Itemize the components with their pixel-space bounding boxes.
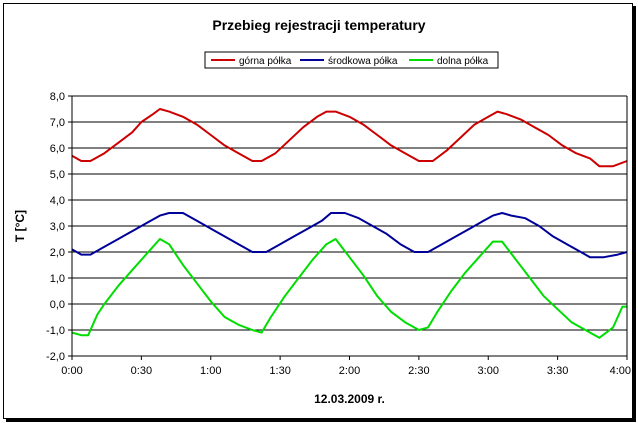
chart-title: Przebieg rejestracji temperatury — [212, 17, 425, 33]
y-axis-title: T [°C] — [13, 210, 27, 242]
y-tick-label: 1,0 — [50, 273, 65, 285]
y-tick-label: 2,0 — [50, 247, 65, 259]
x-tick-label: 0:30 — [131, 365, 152, 377]
y-tick-label: 3,0 — [50, 221, 65, 233]
y-tick-label: 8,0 — [50, 91, 65, 103]
series-line-1 — [71, 212, 628, 259]
y-tick-label: -2,0 — [46, 351, 65, 363]
y-tick-label: -1,0 — [46, 325, 65, 337]
legend-box — [204, 51, 499, 69]
legend: górna półka środkowa półka dolna półka — [204, 51, 499, 69]
temperature-chart: Przebieg rejestracji temperatury górna p… — [13, 17, 631, 406]
y-tick-label: 7,0 — [50, 117, 65, 129]
chart-frame: Przebieg rejestracji temperatury górna p… — [3, 3, 633, 419]
x-tick-label: 0:00 — [61, 365, 82, 377]
x-tick-label: 1:30 — [269, 365, 290, 377]
series-line-2 — [71, 238, 627, 339]
series-line-0 — [71, 108, 628, 168]
legend-label-2: dolna półka — [437, 56, 489, 67]
x-tick-label: 3:30 — [547, 365, 568, 377]
x-tick-label: 3:00 — [478, 365, 499, 377]
x-tick-label: 2:00 — [339, 365, 360, 377]
y-tick-label: 0,0 — [50, 299, 65, 311]
legend-label-0: górna półka — [239, 56, 292, 67]
x-tick-label: 1:00 — [200, 365, 221, 377]
x-tick-label: 2:30 — [408, 365, 429, 377]
x-axis-title: 12.03.2009 r. — [314, 392, 385, 406]
y-tick-label: 6,0 — [50, 143, 65, 155]
legend-label-1: środkowa półka — [328, 56, 398, 67]
x-tick-label: 4:00 — [610, 365, 631, 377]
y-tick-label: 4,0 — [50, 195, 65, 207]
y-tick-label: 5,0 — [50, 169, 65, 181]
